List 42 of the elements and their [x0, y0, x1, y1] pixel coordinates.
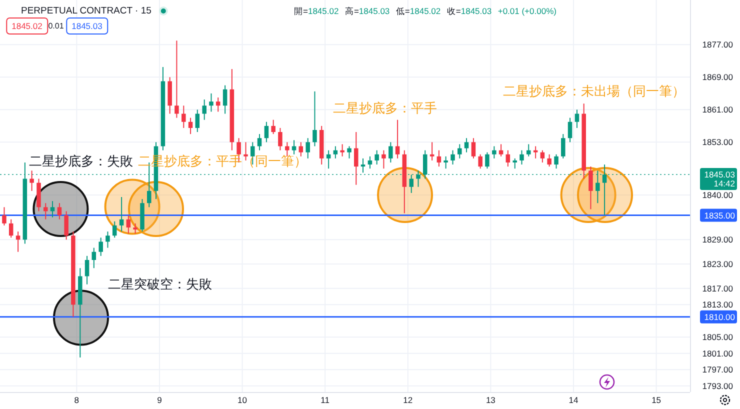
y-tick-label: 1813.00: [702, 300, 734, 310]
ref-line-label: 1845.03 14:42: [704, 170, 736, 189]
text: PERPETUAL CONTRACT · 15: [21, 6, 152, 16]
x-tick-label: 13: [486, 395, 496, 405]
y-tick-label: 1829.00: [702, 234, 734, 245]
annotation: 1845.02: [12, 21, 43, 31]
annotation: 收=1845.03: [446, 6, 492, 16]
y-tick-label: 1853.00: [702, 137, 734, 148]
annotation: 二星突破空：失敗: [108, 276, 212, 292]
annotation: +0.01 (+0.00%): [498, 6, 556, 16]
x-tick-label: 12: [403, 395, 413, 405]
ref-line-label: 1835.00: [704, 210, 736, 220]
x-tick-label: 9: [157, 395, 162, 405]
annotation: 二星抄底多：平手: [333, 100, 437, 116]
x-tick-label: 11: [320, 395, 330, 405]
annotation: 二星抄底多：未出場（同一筆）: [503, 84, 685, 98]
ref-label: 1810.00: [700, 310, 737, 324]
x-tick-label: 14: [568, 395, 578, 405]
annotation: 1845.03: [66, 18, 108, 34]
ref-label: 1835.00: [700, 208, 737, 222]
y-tick-label: 1823.00: [702, 259, 734, 270]
annotation: 二星抄底多：失敗: [29, 154, 133, 168]
annotation: 高=1845.03: [344, 6, 390, 16]
annotation: 低=1845.02: [396, 6, 441, 16]
ref-line-label: 1810.00: [704, 312, 736, 322]
y-tick-label: 1797.00: [702, 364, 734, 375]
x-tick-label: 10: [238, 395, 248, 405]
y-tick-label: 1793.00: [702, 380, 734, 391]
x-tick-label: 15: [652, 395, 662, 405]
y-tick-label: 1840.00: [702, 190, 734, 200]
annotation: 0.01: [48, 22, 64, 30]
y-tick-label: 1877.00: [702, 40, 734, 50]
ref-label: 1845.03 14:42: [700, 168, 737, 190]
y-tick-label: 1861.00: [702, 104, 734, 115]
y-tick-label: 1801.00: [702, 348, 734, 358]
y-tick-label: 1869.00: [702, 72, 734, 82]
x-tick-label: 8: [74, 395, 80, 405]
y-tick-label: 1805.00: [702, 332, 734, 342]
annotation: 1845.02: [6, 18, 48, 34]
annotation: 1845.03: [72, 21, 103, 31]
annotation: 開=1845.02: [294, 6, 339, 16]
y-tick-label: 1817.00: [702, 283, 734, 294]
